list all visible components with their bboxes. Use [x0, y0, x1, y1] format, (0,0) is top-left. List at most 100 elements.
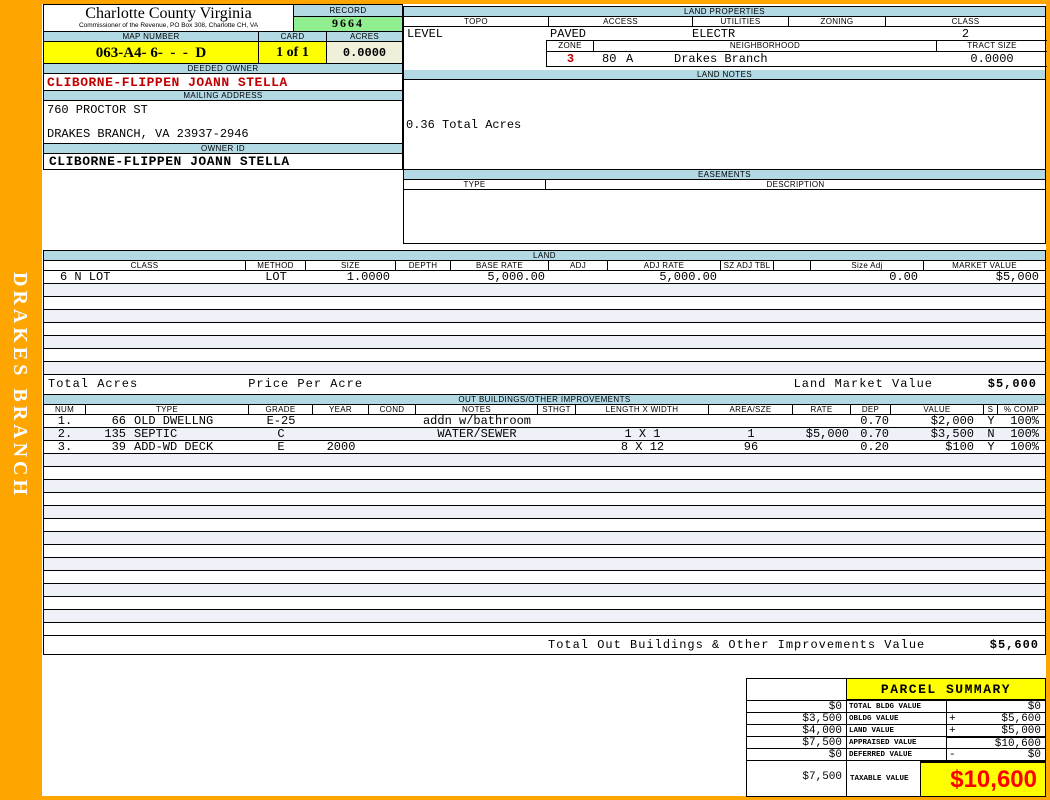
ob-s: N — [987, 428, 995, 440]
empty-row — [44, 297, 1045, 310]
summary-label: OBLDG VALUE — [847, 713, 947, 725]
map-number-value: 063-A4- 6- - - D — [44, 42, 259, 63]
record-box: RECORD 9664 — [294, 5, 402, 31]
summary-left-value: $7,500 — [747, 737, 847, 749]
parcel-summary-title: PARCEL SUMMARY — [847, 679, 1045, 701]
header-owner-block: Charlotte County Virginia Commissioner o… — [43, 4, 403, 170]
ob-sthgt — [538, 428, 576, 440]
ob-type-name: ADD-WD DECK — [134, 441, 214, 453]
summary-left-value: $0 — [747, 701, 847, 713]
ob-row: 1. 66 OLD DWELLNG E-25 addn w/bathroom 0… — [44, 415, 1045, 428]
taxable-left-value: $7,500 — [747, 761, 847, 796]
empty-row — [44, 623, 1045, 636]
summary-left-value: $4,000 — [747, 725, 847, 737]
taxable-row: $7,500 TAXABLE VALUE $10,600 — [747, 761, 1045, 796]
easements-box — [404, 190, 1045, 243]
summary-right-value: $5,000 — [1001, 725, 1041, 737]
tract-size-value: 0.0000 — [970, 52, 1014, 66]
ob-type: 135 SEPTIC — [86, 428, 249, 440]
land-blank — [774, 271, 811, 283]
neighborhood-value: Drakes Branch — [674, 52, 768, 66]
ob-col-header: % COMP — [1003, 405, 1040, 414]
easements-title: EASEMENTS — [404, 170, 1045, 180]
empty-row — [44, 310, 1045, 323]
zone-letter: A — [626, 52, 634, 66]
summary-row: $7,500 APPRAISED VALUE $10,600 — [747, 737, 1045, 750]
taxable-label: TAXABLE VALUE — [847, 761, 921, 796]
land-empty-rows — [44, 284, 1045, 375]
ob-type: 66 OLD DWELLNG — [86, 415, 249, 427]
land-col-header: ADJ — [549, 261, 608, 270]
record-value: 9664 — [294, 17, 402, 31]
col-utilities: UTILITIES — [693, 17, 789, 26]
ob-value: $100 — [945, 441, 974, 453]
land-depth — [396, 271, 451, 283]
ob-row: 2. 135 SEPTIC C WATER/SEWER 1 X 1 1 $5,0… — [44, 428, 1045, 441]
land-row: 6 N LOT LOT 1.0000 5,000.00 5,000.00 0.0… — [44, 271, 1045, 284]
ob-grade: E-25 — [266, 415, 296, 427]
ob-dep: 0.70 — [860, 415, 889, 427]
ob-empty-rows — [44, 454, 1045, 636]
col-zoning: ZONING — [789, 17, 886, 26]
empty-row — [44, 519, 1045, 532]
ob-num: 2. — [57, 428, 73, 440]
summary-op: + — [949, 713, 956, 725]
summary-left-value: $3,500 — [747, 713, 847, 725]
deeded-owner-label: DEEDED OWNER — [44, 64, 402, 74]
land-properties-title: LAND PROPERTIES — [404, 7, 1045, 17]
mailing-address-label: MAILING ADDRESS — [44, 91, 402, 101]
ob-notes — [416, 441, 538, 453]
ob-sthgt — [538, 415, 576, 427]
empty-row — [44, 480, 1045, 493]
ob-value: $3,500 — [930, 428, 974, 440]
owner-id-label: OWNER ID — [44, 144, 402, 154]
out-buildings-table: OUT BUILDINGS/OTHER IMPROVEMENTS NUM TYP… — [43, 394, 1046, 655]
land-adj — [549, 271, 608, 283]
summary-label: LAND VALUE — [847, 725, 947, 737]
empty-row — [44, 597, 1045, 610]
ob-col-header: RATE — [793, 405, 851, 414]
summary-op: - — [949, 749, 956, 761]
land-col-header: METHOD — [246, 261, 306, 270]
ob-year: 2000 — [326, 441, 356, 453]
mailing-address-box: 760 PROCTOR ST DRAKES BRANCH, VA 23937-2… — [44, 101, 402, 144]
ob-col-header: NOTES — [416, 405, 538, 414]
land-note: 0.36 Total Acres — [406, 118, 522, 132]
ob-col-header: LENGTH X WIDTH — [576, 405, 709, 414]
ob-comp: 100% — [1010, 441, 1039, 453]
ob-total-value: $5,600 — [989, 638, 1039, 652]
county-subtitle: Commissioner of the Revenue, PO Box 308,… — [78, 22, 259, 29]
summary-label: TOTAL BLDG VALUE — [847, 701, 947, 713]
empty-row — [44, 323, 1045, 336]
parcel-summary: PARCEL SUMMARY $0 TOTAL BLDG VALUE $0 $3… — [746, 678, 1046, 797]
land-size: 1.0000 — [346, 271, 390, 283]
col-topo: TOPO — [404, 17, 549, 26]
ob-type-code: 66 — [111, 415, 126, 427]
land-total-row: Total Acres Price Per Acre Land Market V… — [44, 375, 1045, 394]
zone-label: ZONE — [547, 41, 594, 51]
parcel-summary-corner — [747, 679, 847, 701]
zone-value: 3 — [566, 52, 575, 66]
ob-type: 39 ADD-WD DECK — [86, 441, 249, 453]
land-properties-block: LAND PROPERTIES TOPO ACCESS UTILITIES ZO… — [403, 6, 1047, 244]
empty-row — [44, 558, 1045, 571]
ob-col-header: YEAR — [313, 405, 369, 414]
summary-right-value: $0 — [1027, 701, 1041, 713]
empty-row — [44, 349, 1045, 362]
land-col-header: CLASS — [44, 261, 246, 270]
ob-col-header: GRADE — [249, 405, 313, 414]
ob-s: Y — [987, 415, 995, 427]
ob-col-header: STHGT — [538, 405, 576, 414]
county-title: Charlotte County Virginia — [85, 5, 252, 22]
owner-id-value: CLIBORNE-FLIPPEN JOANN STELLA — [49, 154, 290, 169]
class-value: 2 — [961, 27, 970, 41]
summary-right-value: $5,600 — [1001, 713, 1041, 725]
ob-area: 96 — [743, 441, 759, 453]
ob-cond — [369, 428, 416, 440]
empty-row — [44, 454, 1045, 467]
ob-rate — [793, 415, 851, 427]
land-col-header: BASE RATE — [451, 261, 549, 270]
land-col-header: SZ ADJ TBL — [721, 261, 774, 270]
ob-rate — [793, 441, 851, 453]
